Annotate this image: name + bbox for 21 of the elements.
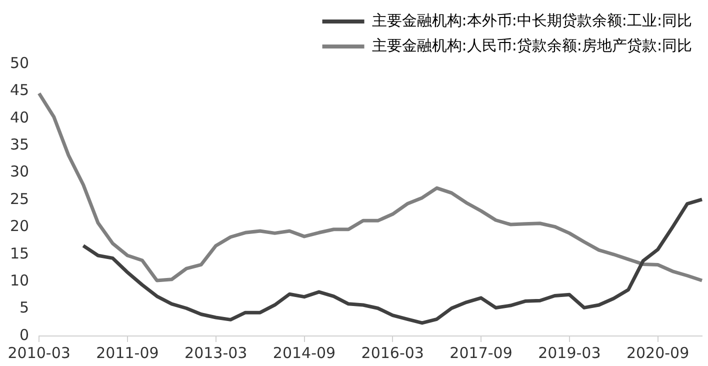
legend-label: 主要金融机构:本外币:中长期贷款余额:工业:同比	[372, 11, 692, 30]
x-tick-label: 2013-03	[184, 344, 248, 362]
x-tick-label: 2010-03	[8, 344, 70, 362]
y-tick-label: 5	[20, 298, 30, 317]
y-tick-label: 45	[10, 81, 30, 100]
y-tick-label: 0	[20, 326, 30, 344]
y-tick-label: 10	[10, 271, 30, 290]
x-tick-label: 2011-09	[96, 344, 159, 362]
y-tick-label: 35	[10, 135, 30, 154]
x-tick-label: 2014-09	[272, 344, 336, 362]
x-tick-label: 2017-09	[450, 344, 512, 362]
y-tick-label: 30	[10, 162, 30, 181]
x-tick-label: 2019-03	[538, 344, 601, 362]
x-tick-label: 2020-09	[626, 344, 690, 362]
x-tick-label: 2016-03	[361, 344, 424, 362]
legend-label: 主要金融机构:人民币:贷款余额:房地产贷款:同比	[372, 36, 692, 54]
y-tick-label: 40	[10, 108, 30, 126]
y-tick-label: 20	[10, 217, 30, 236]
y-tick-label: 25	[10, 190, 30, 208]
y-tick-label: 15	[10, 244, 30, 262]
y-tick-label: 50	[10, 54, 30, 72]
